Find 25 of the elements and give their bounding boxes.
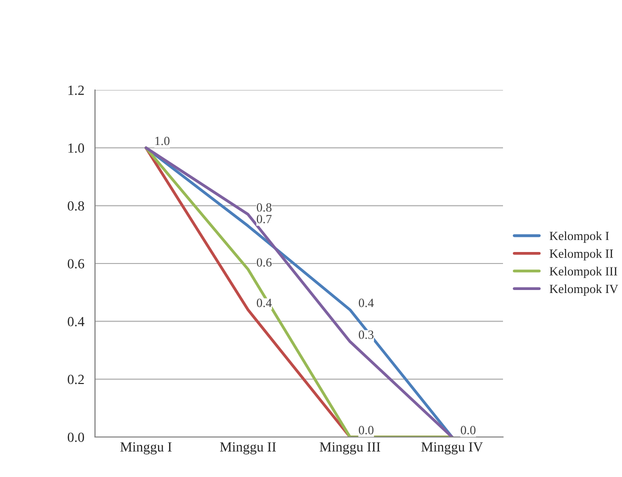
- y-tick-label: 0.4: [68, 316, 84, 326]
- legend-label: Kelompok I: [550, 231, 609, 243]
- data-label: 0.0: [460, 426, 476, 434]
- x-tick-label: Minggu II: [220, 442, 276, 454]
- y-tick-label: 0.2: [68, 374, 84, 384]
- y-tick-label: 0.8: [68, 201, 84, 211]
- data-label: 0.6: [256, 258, 272, 267]
- y-tick-label: 0.6: [68, 259, 84, 269]
- data-label: 0.0: [358, 426, 374, 434]
- line-series: [144, 146, 454, 437]
- y-tick-label: 1.0: [68, 143, 84, 153]
- data-label: 0.8: [256, 203, 272, 212]
- legend-label: Kelompok IV: [550, 284, 618, 296]
- data-label: 0.3: [358, 330, 374, 339]
- legend-label: Kelompok II: [550, 249, 614, 260]
- y-tick-label: 0.0: [68, 432, 84, 442]
- x-tick-label: Minggu I: [120, 442, 172, 454]
- data-label: 1.0: [155, 136, 170, 146]
- x-tick-label: Minggu IV: [421, 442, 483, 454]
- x-tick-label: Minggu III: [320, 442, 380, 454]
- y-tick-label: 1.2: [68, 86, 84, 96]
- data-label: 0.4: [256, 298, 272, 308]
- legend-label: Kelompok III: [550, 266, 618, 278]
- data-label: 0.4: [358, 298, 374, 308]
- data-label: 0.7: [256, 214, 272, 224]
